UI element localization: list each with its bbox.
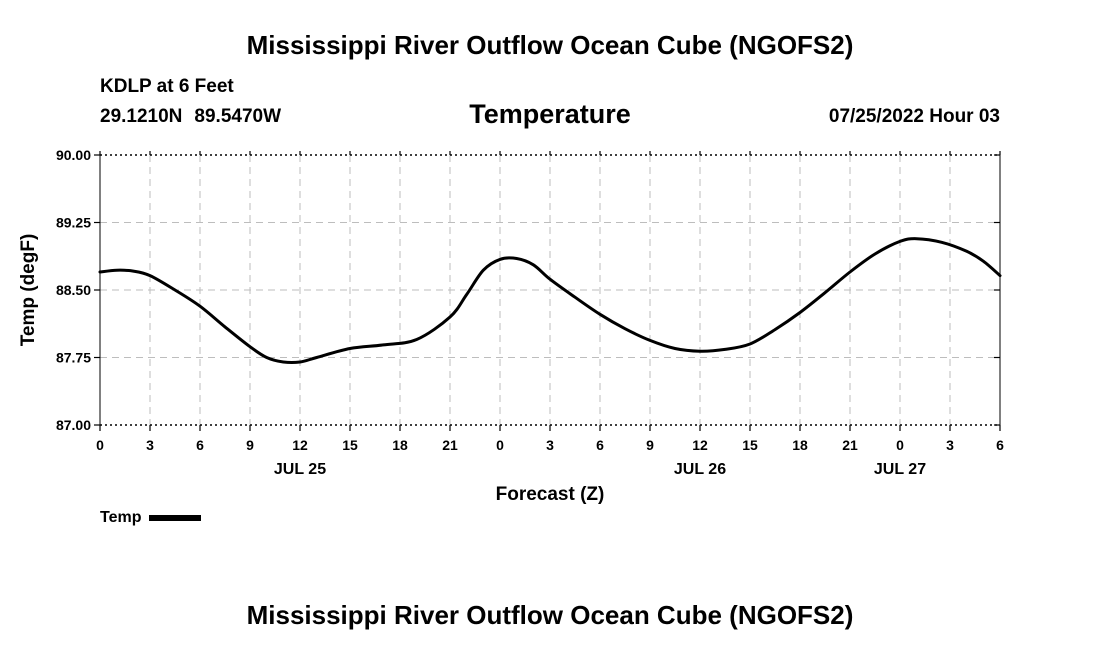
y-axis-label: Temp (degF) — [18, 234, 39, 347]
x-tick-label: 18 — [392, 437, 408, 453]
x-tick-label: 6 — [996, 437, 1004, 453]
x-tick-label: 0 — [896, 437, 904, 453]
y-tick-label: 88.50 — [56, 282, 91, 298]
forecast-date: 07/25/2022 Hour 03 — [828, 106, 1000, 127]
x-tick-label: 6 — [596, 437, 604, 453]
x-day-label: JUL 25 — [274, 461, 326, 478]
x-tick-label: 0 — [96, 437, 104, 453]
legend-label: Temp — [100, 509, 142, 526]
x-tick-label: 3 — [146, 437, 154, 453]
legend: Temp — [100, 509, 202, 527]
x-tick-label: 0 — [496, 437, 504, 453]
x-tick-label: 6 — [196, 437, 204, 453]
x-tick-label: 21 — [442, 437, 458, 453]
x-tick-label: 12 — [692, 437, 708, 453]
legend-line-swatch — [149, 515, 202, 521]
x-tick-label: 3 — [546, 437, 554, 453]
y-tick-label: 89.25 — [56, 215, 91, 231]
x-tick-label: 18 — [792, 437, 808, 453]
x-tick-label: 9 — [246, 437, 254, 453]
x-tick-label: 12 — [292, 437, 308, 453]
latitude: 29.1210N — [100, 106, 183, 127]
footer-title: Mississippi River Outflow Ocean Cube (NG… — [246, 600, 854, 630]
longitude: 89.5470W — [194, 106, 282, 127]
page-title: Mississippi River Outflow Ocean Cube (NG… — [246, 30, 854, 60]
x-tick-label: 21 — [842, 437, 858, 453]
station-coordinates: 29.1210N 89.5470W — [100, 106, 281, 128]
y-tick-label: 90.00 — [56, 147, 91, 163]
station-label: KDLP at 6 Feet — [100, 76, 234, 97]
chart-title: Temperature — [469, 99, 631, 129]
x-tick-label: 3 — [946, 437, 954, 453]
x-day-label: JUL 27 — [874, 461, 926, 478]
y-tick-label: 87.00 — [56, 417, 91, 433]
x-tick-label: 9 — [646, 437, 654, 453]
x-day-label: JUL 26 — [674, 461, 726, 478]
x-tick-label: 15 — [342, 437, 358, 453]
series-line-temp — [98, 237, 1002, 365]
x-axis-label: Forecast (Z) — [496, 484, 605, 505]
x-tick-label: 15 — [742, 437, 758, 453]
y-tick-label: 87.75 — [56, 350, 91, 366]
